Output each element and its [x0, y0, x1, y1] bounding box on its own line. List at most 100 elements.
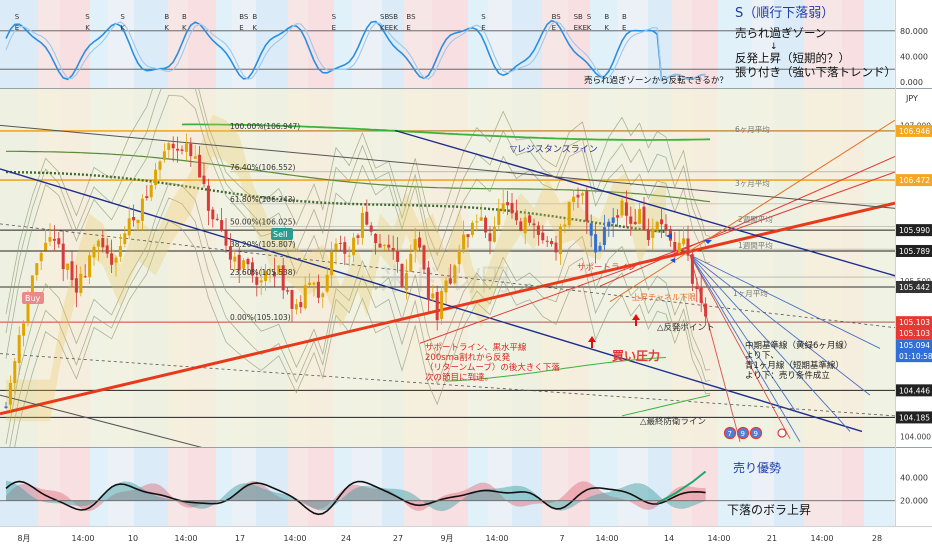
ma-3month-line — [6, 150, 711, 203]
stoch-d-line — [5, 20, 706, 81]
ma-label: 2週間平均 — [738, 214, 773, 224]
candle-body — [105, 245, 109, 254]
candle-body — [602, 227, 606, 246]
session-band — [288, 0, 308, 88]
candle-body — [462, 234, 466, 250]
candle-body — [572, 196, 576, 202]
ma-lower-line — [621, 394, 711, 417]
time-tick-label: 14:00 — [595, 534, 618, 543]
indicator-rise-line — [656, 470, 707, 504]
signal-label: B — [604, 13, 609, 21]
candle-body — [545, 240, 549, 242]
session-band — [334, 89, 352, 447]
sell-tag-text: Sell — [273, 230, 287, 239]
fib-label: 23.60%(105.538) — [230, 268, 296, 277]
candle-body — [83, 276, 87, 278]
candle-body — [272, 271, 276, 277]
stoch-note: 売られ過ぎゾーンから反転できるか？ — [584, 75, 728, 86]
candle-body — [633, 221, 637, 225]
session-band — [382, 448, 404, 526]
price-tag-box — [896, 339, 932, 352]
candle-body — [259, 280, 263, 283]
candle-body — [118, 246, 122, 257]
signal-label: BS — [552, 13, 562, 21]
candle-body — [514, 212, 518, 221]
signal-label: SB — [574, 13, 583, 21]
channel-line — [609, 119, 895, 303]
analysis-note-red: （リターンムーブ）の後大きく下落 — [425, 362, 560, 373]
candle-body — [96, 240, 100, 247]
price-axis[interactable]: 80.00040.0000.00040.00020.000107.000106.… — [896, 27, 932, 506]
candle-body — [598, 245, 602, 252]
candle-body — [316, 281, 320, 298]
session-band — [568, 0, 590, 88]
candle-body — [624, 202, 628, 216]
analysis-note-red: サポートライン、黒水平線 — [425, 342, 527, 353]
candle-body — [360, 212, 364, 238]
stoch-note: 反発上昇（短期的？） — [735, 51, 850, 65]
time-tick-label: 14 — [664, 534, 674, 543]
candle-body — [224, 230, 228, 246]
candle-body — [281, 265, 285, 291]
session-band — [542, 0, 568, 88]
time-tick-label: 14:00 — [174, 534, 197, 543]
candle-body — [554, 242, 558, 253]
candle-body — [4, 406, 8, 409]
candle-body — [528, 215, 532, 223]
candle-body — [365, 211, 369, 225]
candle-body — [466, 234, 470, 238]
candle-body — [286, 290, 290, 292]
time-axis[interactable]: 8月 14:00 10 14:00 17 14:00 24 27 9月 14:00 7 14:00 14… — [17, 534, 882, 543]
candle-body — [140, 198, 144, 221]
candle-body — [308, 282, 312, 286]
signal-label: E — [332, 24, 336, 32]
candle-body — [682, 238, 686, 245]
price-tag-box — [896, 174, 932, 187]
candle-body — [356, 235, 360, 238]
candle-body — [580, 193, 584, 196]
candle-body — [492, 226, 496, 242]
candle-body — [312, 282, 316, 285]
candle-body — [382, 244, 386, 246]
signal-label: K — [85, 24, 90, 32]
ma-label: 3ヶ月平均 — [735, 178, 770, 188]
fan-line — [689, 254, 851, 432]
session-band — [864, 448, 894, 526]
session-band — [542, 89, 568, 447]
candle-body — [48, 237, 52, 242]
support-label: サポートライン — [577, 263, 637, 273]
trend-lines — [0, 89, 895, 447]
session-band — [618, 0, 648, 88]
currency-label: JPY — [905, 94, 918, 103]
axis-tick-label: 40.000 — [900, 473, 928, 482]
indicator-main-line — [5, 480, 706, 516]
candle-body — [52, 238, 56, 241]
candle-body — [374, 233, 378, 244]
candle-body — [277, 265, 281, 275]
price-tag-box — [896, 411, 932, 424]
candle-body — [484, 217, 488, 233]
session-band — [648, 89, 672, 447]
candle-body — [35, 263, 39, 276]
session-band — [256, 0, 288, 88]
candle-body — [127, 218, 131, 236]
candle-body — [470, 222, 474, 235]
fib-label: 61.80%(106.243) — [230, 195, 296, 204]
time-tick-label: 8月 — [17, 534, 30, 543]
fib-label: 100.00%(106.947) — [230, 122, 300, 131]
candle-body — [607, 221, 611, 227]
session-band — [590, 0, 618, 88]
stochastic-annotations: SESKSKBKBKBSEBKSESBKESBEKBSESEBSESBEKESK… — [15, 6, 896, 86]
candle-body — [378, 243, 382, 248]
buy-tag: Buy — [22, 292, 44, 304]
candle-body — [352, 237, 356, 256]
candle-body — [184, 143, 188, 152]
analysis-note: 中期基準線（黄緑6ヶ月線） — [745, 340, 852, 351]
time-tick-label: 27 — [393, 534, 403, 543]
axis-tick-label: 104.000 — [900, 433, 931, 442]
stoch-note: 売られ過ぎゾーン — [735, 26, 826, 40]
candle-body — [17, 335, 21, 364]
candle-body — [391, 248, 395, 251]
session-band — [894, 0, 895, 88]
candle-body — [369, 225, 373, 232]
